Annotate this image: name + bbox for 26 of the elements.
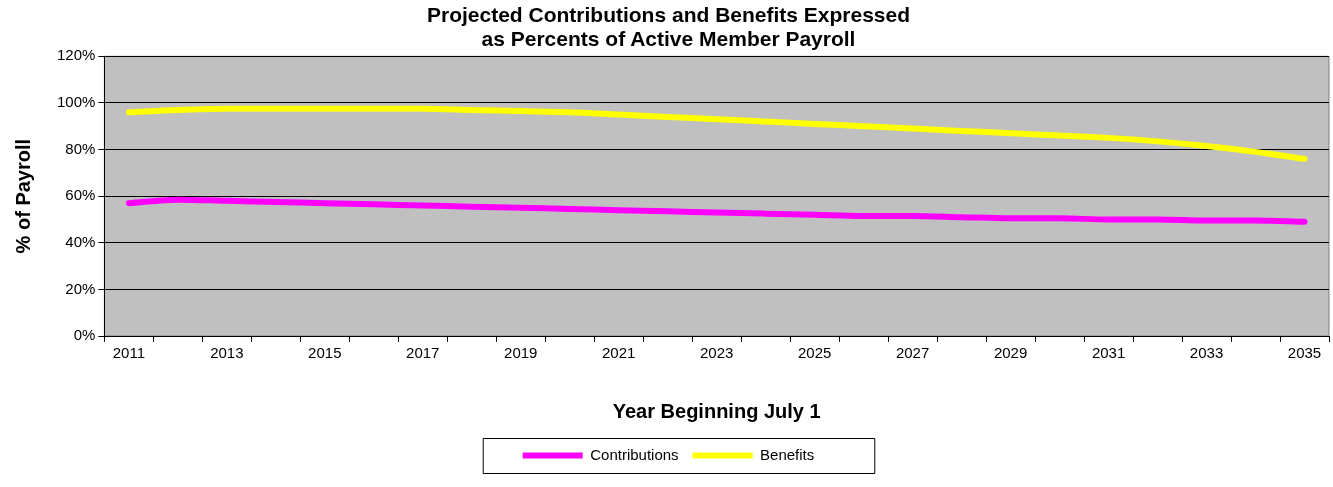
- text: as Percents of Active Member Payroll: [481, 27, 856, 51]
- x-tick-label: 2029: [993, 344, 1028, 362]
- x-tick-label: 2025: [797, 344, 832, 362]
- x-tick-label: 2019: [504, 344, 538, 362]
- legend-label: Contributions: [590, 445, 679, 463]
- y-tick-label: 0%: [73, 326, 96, 344]
- text: Projected Contributions and Benefits Expressed: [426, 2, 911, 26]
- x-tick-label: 2031: [1091, 344, 1126, 362]
- y-tick-label: 120%: [56, 46, 96, 64]
- x-tick-label: 2021: [602, 344, 636, 362]
- x-tick-label: 2023: [699, 344, 734, 362]
- y-tick-label: 100%: [56, 93, 96, 111]
- y-tick-label: 40%: [65, 232, 96, 250]
- legend-label: Benefits: [760, 445, 815, 463]
- y-tick-label: 60%: [65, 186, 96, 204]
- x-tick-label: 2035: [1287, 344, 1322, 362]
- x-tick-label: 2027: [895, 344, 930, 362]
- y-axis-title: % of Payroll: [11, 138, 34, 254]
- x-tick-label: 2013: [210, 344, 244, 362]
- x-axis-title: Year Beginning July 1: [612, 399, 821, 422]
- x-tick-label: 2017: [406, 344, 440, 362]
- x-tick-label: 2033: [1189, 344, 1224, 362]
- y-tick-label: 20%: [65, 279, 96, 297]
- x-tick-label: 2011: [112, 344, 145, 362]
- y-tick-label: 80%: [65, 139, 96, 157]
- x-tick-label: 2015: [308, 344, 342, 362]
